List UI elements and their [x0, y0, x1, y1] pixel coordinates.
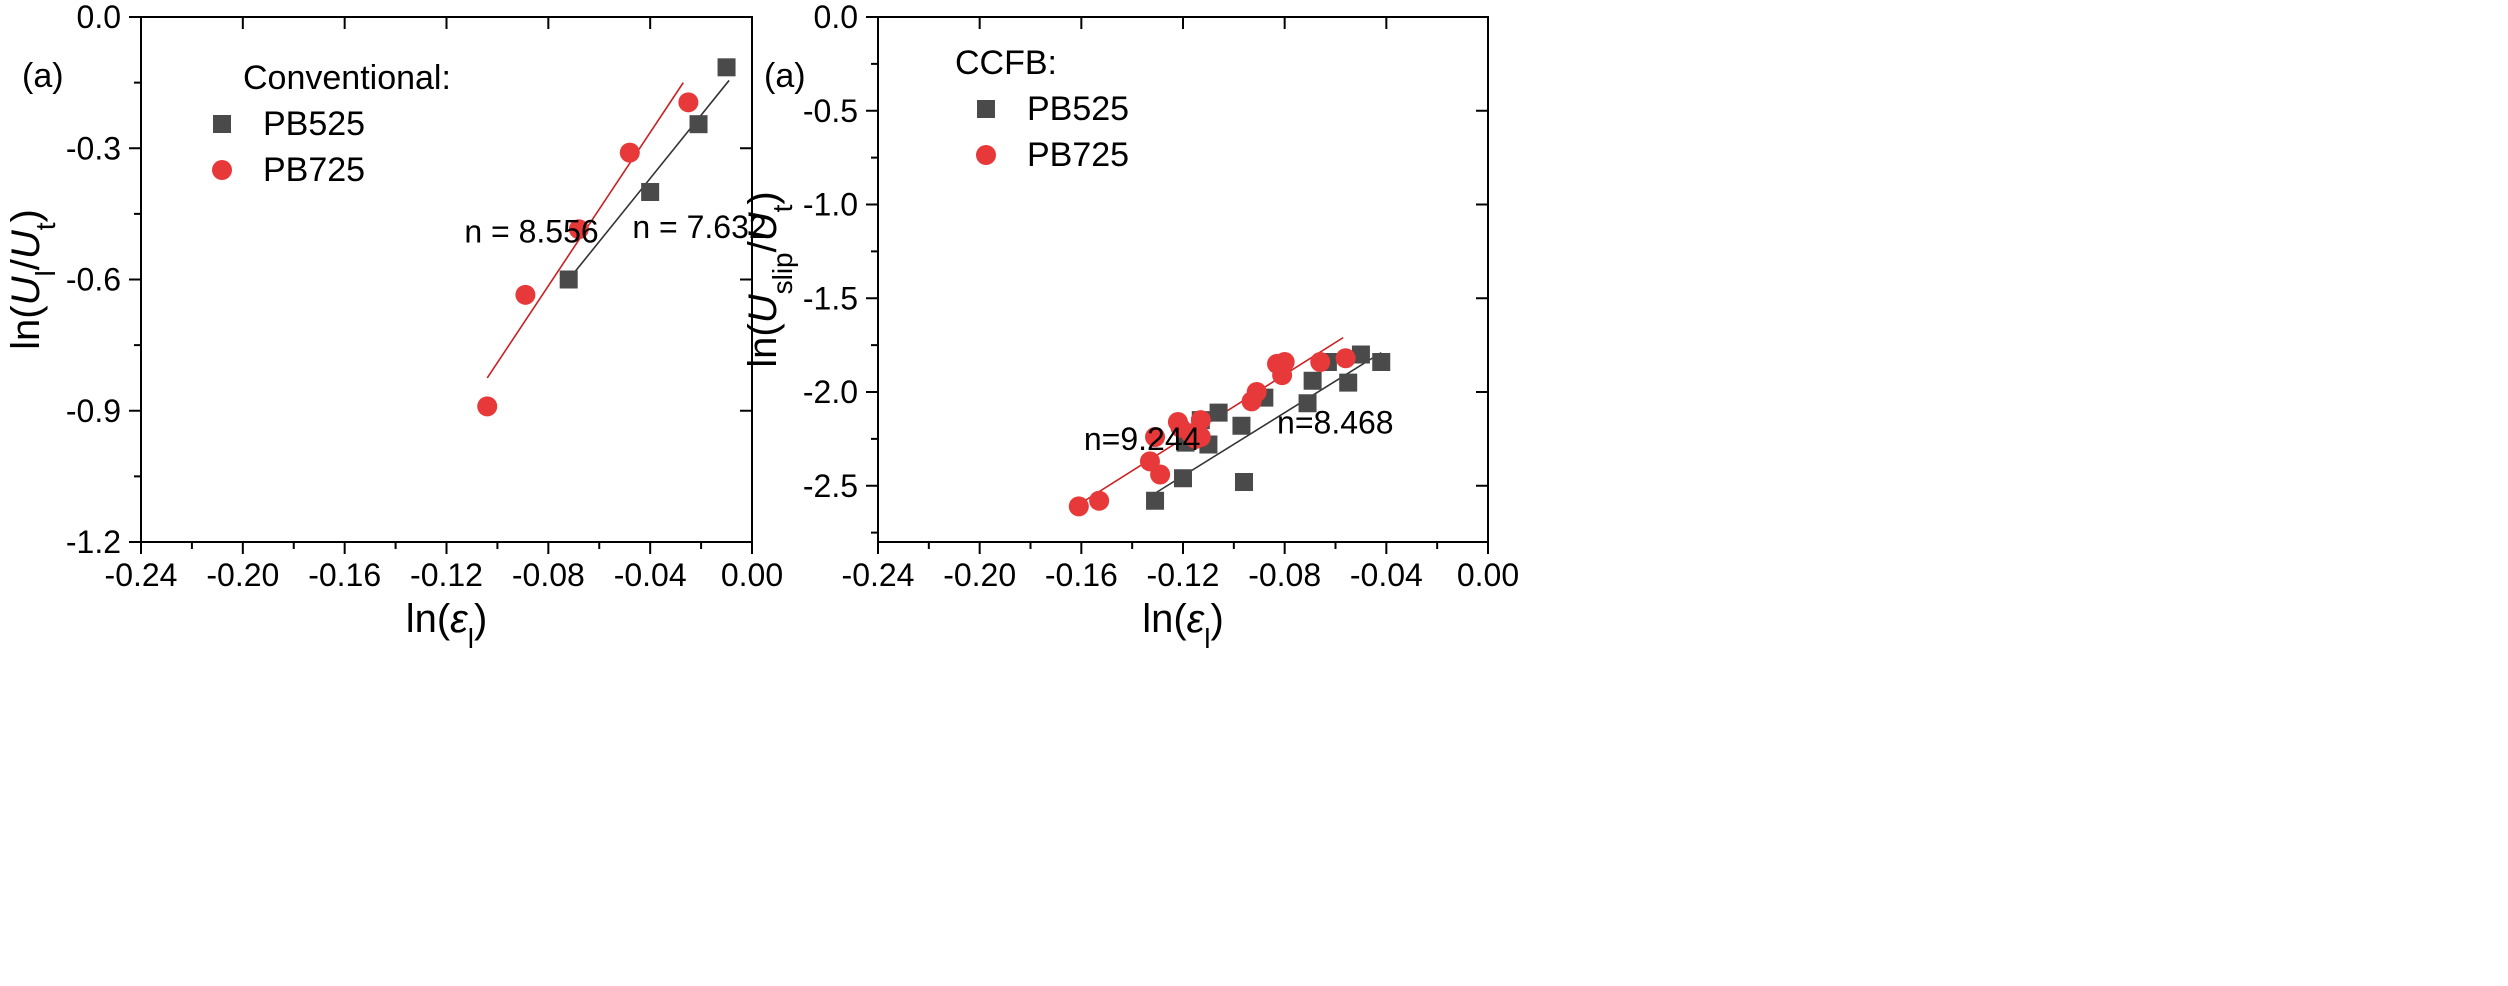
plot-frame	[877, 16, 1489, 543]
slope-annotation: n = 8.556	[464, 213, 598, 249]
fit-line-pb525	[568, 79, 730, 281]
data-point-pb725	[619, 142, 640, 163]
x-axis-title: ln(εl)	[1142, 597, 1224, 654]
x-tick-label: -0.16	[308, 557, 381, 593]
data-point-pb725	[1089, 490, 1110, 511]
x-tick-label: 0.00	[1457, 557, 1519, 593]
chart-panel-2: -0.24 -0.20 -0.16 -0.12 -0.08 -0.04 0.00 0.0 -0.…	[741, 0, 1519, 654]
x-tick-label: -0.04	[1350, 557, 1423, 593]
data-point-pb725	[1246, 382, 1267, 402]
y-axis-title: ln(Uslip/Ut)	[741, 191, 798, 367]
data-point-pb725	[568, 219, 589, 240]
y-tick-label: -1.5	[803, 280, 858, 316]
x-axis-title: ln(εl)	[406, 597, 488, 654]
legend-label-pb525: PB525	[1027, 90, 1129, 128]
data-point-pb525	[1372, 353, 1391, 371]
legend-label-pb525: PB525	[263, 105, 365, 143]
legend-label-pb725: PB725	[1027, 136, 1129, 174]
x-tick-label: -0.08	[512, 557, 585, 593]
legend-marker-pb725	[212, 160, 232, 180]
data-point-pb525	[717, 58, 736, 77]
data-point-pb525	[689, 115, 708, 134]
slope-annotation: n = 7.632	[632, 209, 766, 245]
data-point-pb525	[1209, 403, 1228, 422]
data-point-pb525	[559, 270, 578, 289]
data-point-pb725	[1145, 427, 1166, 447]
data-point-pb525	[1235, 473, 1253, 491]
y-tick-label: -2.0	[803, 374, 858, 410]
chart-panel-1: -0.24 -0.20 -0.16 -0.12 -0.08 -0.04 0.00 0.0 -0.…	[4, 0, 783, 654]
y-tick-label: -0.5	[803, 93, 858, 129]
y-tick-label: -0.6	[66, 262, 121, 298]
legend-title: CCFB:	[955, 44, 1057, 82]
x-tick-label: -0.24	[105, 557, 178, 593]
data-point-pb525	[1298, 394, 1317, 413]
x-tick-label: -0.20	[206, 557, 279, 593]
legend-title: Conventional:	[243, 59, 451, 97]
y-tick-label: 0.0	[77, 0, 121, 35]
x-tick-label: -0.16	[1045, 557, 1118, 593]
x-tick-label: -0.24	[842, 557, 915, 593]
y-tick-label: 0.0	[814, 0, 858, 35]
legend-marker-pb725	[976, 145, 996, 165]
data-point-pb725	[1190, 427, 1211, 447]
data-point-pb725	[1335, 348, 1356, 369]
data-point-pb525	[1174, 469, 1192, 488]
x-tick-label: -0.12	[410, 557, 483, 593]
legend-marker-pb525	[977, 100, 995, 118]
y-tick-label: -1.2	[66, 524, 121, 560]
y-axis-title: ln(Ul/Ut)	[4, 209, 61, 350]
x-tick-label: 0.00	[721, 557, 783, 593]
legend-label-pb725: PB725	[263, 151, 365, 189]
data-point-pb725	[477, 396, 498, 417]
data-point-pb725	[1310, 352, 1331, 372]
x-tick-label: -0.12	[1147, 557, 1220, 593]
panel-label: (a)	[764, 57, 806, 95]
data-point-pb525	[1146, 491, 1165, 510]
x-tick-label: -0.20	[943, 557, 1016, 593]
data-point-pb525	[1339, 373, 1358, 392]
panel-label: (a)	[22, 57, 64, 95]
data-point-pb525	[1232, 416, 1251, 435]
y-tick-label: -2.5	[803, 468, 858, 504]
y-tick-label: -0.3	[66, 130, 121, 166]
data-point-pb725	[1068, 496, 1089, 517]
y-tick-label: -0.9	[66, 393, 121, 429]
data-point-pb725	[1150, 464, 1171, 485]
x-tick-label: -0.04	[614, 557, 687, 593]
data-point-pb525	[1351, 345, 1370, 364]
data-point-pb725	[678, 92, 699, 113]
slope-annotation: n=8.468	[1277, 404, 1394, 440]
data-point-pb525	[1303, 371, 1322, 390]
legend-marker-pb525	[213, 115, 231, 133]
data-point-pb725	[1190, 410, 1211, 431]
x-tick-label: -0.08	[1248, 557, 1321, 593]
data-point-pb725	[515, 284, 536, 305]
data-point-pb725	[1274, 352, 1295, 372]
slope-annotation: n=9.244	[1084, 421, 1201, 457]
y-tick-label: -1.0	[803, 187, 858, 223]
data-point-pb525	[641, 183, 660, 201]
